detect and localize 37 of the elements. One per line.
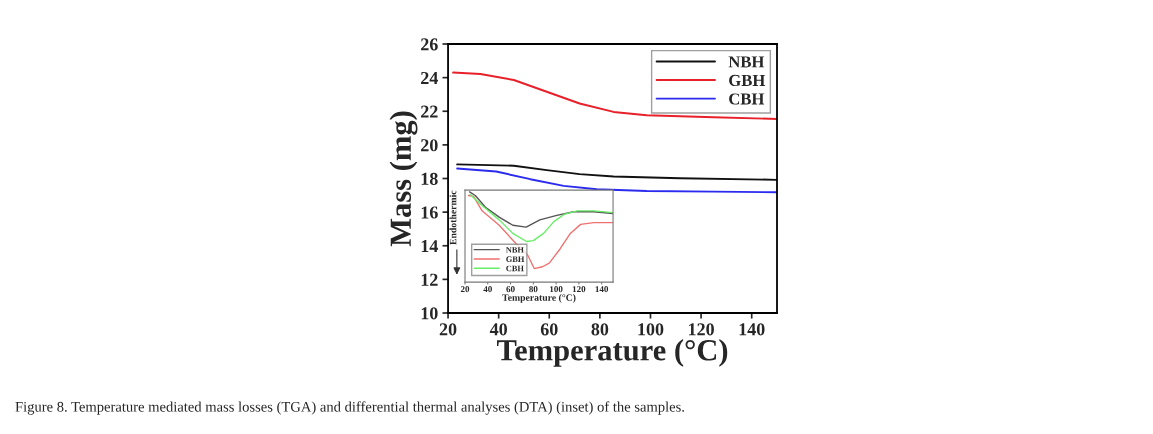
x-tick-label: 60 <box>506 286 515 293</box>
line-series <box>456 163 778 181</box>
x-tick-label: 120 <box>572 286 586 293</box>
x-tick-label: 100 <box>550 286 563 293</box>
line-series <box>456 167 778 194</box>
y-tick-label: 12 <box>421 273 438 286</box>
legend-label: NBH <box>506 247 524 253</box>
y-tick-label: 16 <box>421 206 438 219</box>
x-tick-label: 120 <box>689 323 714 336</box>
legend-label: GBH <box>506 256 525 262</box>
x-tick-label: 60 <box>540 323 558 336</box>
x-tick-label: 140 <box>739 323 765 336</box>
y-axis-title: Mass (mg) <box>389 111 418 247</box>
x-tick-label: 40 <box>489 323 507 336</box>
y-tick-label: 18 <box>421 172 438 185</box>
legend-label: NBH <box>728 56 765 68</box>
x-tick-label: 20 <box>460 286 470 293</box>
y-axis-title: Endothermic <box>449 190 457 245</box>
x-tick-label: 80 <box>529 286 538 293</box>
y-tick-label: 14 <box>421 240 438 253</box>
x-tick-label: 140 <box>595 286 609 293</box>
legend-label: CBH <box>506 265 524 272</box>
y-tick-label: 26 <box>421 38 438 51</box>
x-axis-title: Temperature (°C) <box>496 339 728 367</box>
x-tick-label: 40 <box>483 286 492 293</box>
y-tick-label: 22 <box>421 105 438 118</box>
y-tick-label: 20 <box>421 139 438 152</box>
x-tick-label: 100 <box>638 323 664 336</box>
x-axis-title: Temperature (°C) <box>502 294 576 303</box>
caption: Figure 8. Temperature mediated mass losses (TGA) and differential thermal analyses (DTA) (inset) of the samples. <box>15 401 684 415</box>
line-series <box>452 71 778 120</box>
y-tick-label: 10 <box>421 307 438 320</box>
x-tick-label: 20 <box>439 323 457 336</box>
x-tick-label: 80 <box>591 323 609 336</box>
y-tick-label: 24 <box>421 71 438 84</box>
legend-label: GBH <box>729 74 766 87</box>
legend-label: CBH <box>729 93 765 105</box>
